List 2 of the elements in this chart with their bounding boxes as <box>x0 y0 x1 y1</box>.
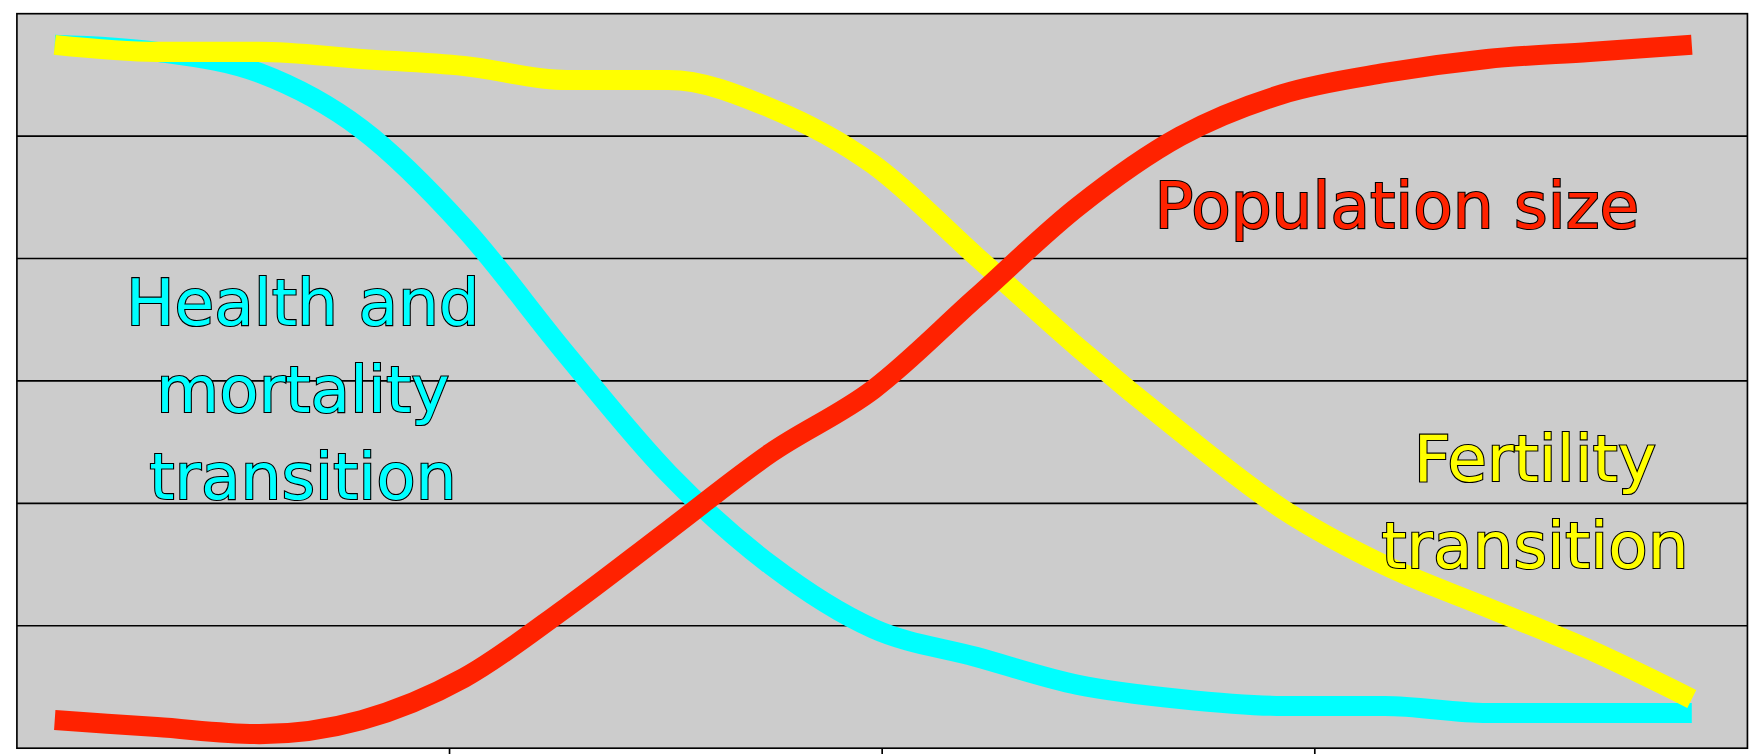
series-label: Population size <box>1154 168 1640 244</box>
series-label: Fertility transition <box>1381 421 1689 583</box>
